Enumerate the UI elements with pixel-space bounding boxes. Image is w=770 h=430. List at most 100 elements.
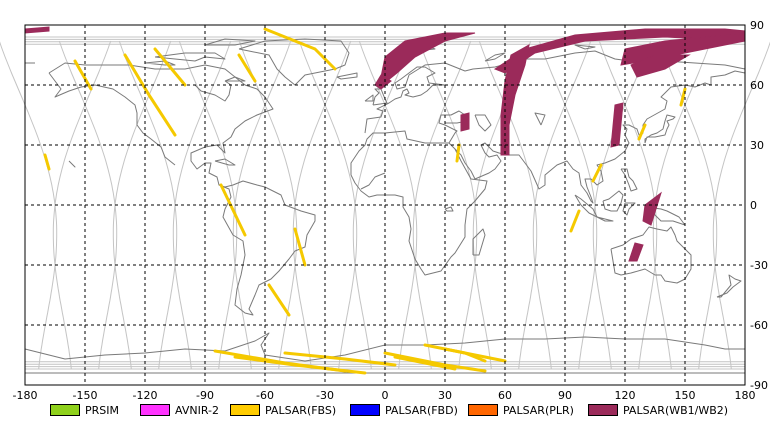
coastline — [596, 216, 614, 222]
coastline — [336, 72, 358, 80]
coastline — [610, 226, 692, 284]
legend-swatch — [50, 404, 80, 416]
coastline — [144, 60, 176, 66]
legend-label: PRSIM — [85, 403, 119, 417]
coastline — [454, 70, 746, 204]
wb-swath — [380, 32, 476, 82]
legend-item-palsar-plr: PALSAR(PLR) — [468, 402, 574, 418]
fbs-swath — [267, 283, 291, 317]
coastline — [620, 168, 638, 192]
wb-swath — [630, 54, 691, 78]
x-tick-label: 120 — [615, 389, 636, 400]
wb-swath — [628, 242, 644, 262]
coastline — [48, 72, 176, 166]
x-tick-label: -180 — [13, 389, 38, 400]
legend-item-palsar-fbd: PALSAR(FBD) — [350, 402, 458, 418]
fbs-swath — [679, 87, 687, 107]
fbs-swath — [569, 209, 581, 233]
x-tick-label: 30 — [438, 389, 452, 400]
x-tick-label: 0 — [382, 389, 389, 400]
coastline — [204, 38, 256, 46]
legend: PRSIM AVNIR-2 PALSAR(FBS) PALSAR(FBD) PA… — [0, 400, 770, 422]
legend-label: PALSAR(WB1/WB2) — [623, 403, 729, 417]
x-tick-label: -90 — [196, 389, 214, 400]
coastline — [372, 88, 388, 106]
fbs-swath — [73, 59, 93, 91]
coastline — [484, 52, 506, 62]
y-tick-label: 90 — [750, 19, 764, 32]
x-tick-label: -30 — [316, 389, 334, 400]
y-tick-label: -60 — [750, 319, 768, 332]
coastline — [622, 202, 636, 216]
coastline — [444, 206, 454, 212]
fbs-swath — [123, 53, 177, 137]
coverage-map: -180 -150 -120 -90 -60 -30 0 30 60 90 120 150 180 90… — [0, 19, 770, 400]
x-tick-label: 60 — [498, 389, 512, 400]
y-tick-label: -30 — [750, 259, 768, 272]
fbs-swath — [219, 183, 247, 237]
fbs-swath — [43, 153, 51, 171]
palsar-wb-coverage — [24, 26, 746, 262]
wb-swath — [460, 112, 470, 132]
wb-swath — [642, 191, 662, 226]
legend-label: PALSAR(FBD) — [385, 403, 458, 417]
legend-item-avnir2: AVNIR-2 — [140, 402, 219, 418]
x-tick-label: 180 — [735, 389, 756, 400]
longitude-tick-labels: -180 -150 -120 -90 -60 -30 0 30 60 90 120 150 180 — [13, 389, 756, 400]
x-tick-label: -60 — [256, 389, 274, 400]
fbs-swath — [237, 53, 257, 83]
fbs-swath — [443, 347, 507, 363]
legend-label: PALSAR(PLR) — [503, 403, 574, 417]
x-tick-label: 150 — [675, 389, 696, 400]
legend-item-palsar-fbs: PALSAR(FBS) — [230, 402, 336, 418]
fbs-swath — [263, 27, 337, 71]
map-frame — [24, 24, 746, 386]
y-tick-label: 60 — [750, 79, 764, 92]
legend-item-prsim: PRSIM — [50, 402, 119, 418]
fbs-swath — [637, 123, 647, 141]
latitude-tick-labels: 90 60 30 0 -30 -60 -90 — [750, 19, 768, 392]
coastline — [364, 94, 374, 102]
coastline — [24, 332, 745, 362]
coastline — [474, 114, 492, 132]
coastline — [364, 50, 746, 134]
y-tick-label: 30 — [750, 139, 764, 152]
fbs-swath — [383, 351, 487, 373]
coastline — [360, 172, 386, 190]
fbs-swath — [455, 143, 461, 163]
coastline — [224, 76, 246, 82]
legend-swatch — [230, 404, 260, 416]
lat-lon-grid — [25, 25, 745, 385]
coastline — [472, 228, 486, 256]
x-tick-label: -150 — [73, 389, 98, 400]
fbs-swath — [153, 47, 187, 87]
legend-label: AVNIR-2 — [175, 403, 219, 417]
fbs-swath — [283, 351, 397, 367]
coastline — [48, 62, 316, 316]
legend-swatch — [140, 404, 170, 416]
fbs-swath — [233, 355, 367, 375]
legend-label: PALSAR(FBS) — [265, 403, 337, 417]
coastline — [238, 38, 350, 86]
fbs-swath — [293, 227, 307, 267]
coastline — [68, 160, 76, 168]
x-tick-label: -120 — [133, 389, 158, 400]
legend-swatch — [588, 404, 618, 416]
coastline — [644, 114, 676, 144]
palsar-fbs-coverage — [43, 27, 687, 375]
x-tick-label: 90 — [558, 389, 572, 400]
coastline — [350, 130, 488, 276]
coastline — [214, 158, 236, 166]
wb-swath — [500, 44, 530, 156]
y-tick-label: 0 — [750, 199, 757, 212]
coastline — [716, 274, 742, 298]
fbs-swath — [591, 163, 603, 183]
coastline — [574, 44, 596, 50]
coastline — [534, 112, 546, 126]
coastline — [154, 52, 226, 62]
y-tick-label: -90 — [750, 379, 768, 392]
legend-item-palsar-wb: PALSAR(WB1/WB2) — [588, 402, 728, 418]
legend-swatch — [350, 404, 380, 416]
coastline — [602, 190, 624, 212]
legend-swatch — [468, 404, 498, 416]
